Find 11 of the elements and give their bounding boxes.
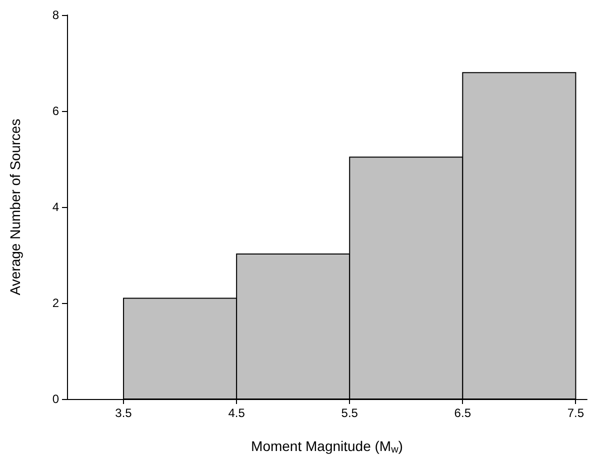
y-tick-label: 4	[52, 200, 60, 214]
x-tick-label: 4.5	[228, 406, 246, 420]
y-tick-label: 8	[52, 8, 60, 22]
x-tick-label: 6.5	[454, 406, 472, 420]
x-tick-label: 3.5	[115, 406, 132, 420]
y-tick-label: 0	[52, 392, 60, 406]
y-axis-title: Average Number of Sources	[7, 118, 23, 296]
y-tick-label: 2	[52, 296, 60, 310]
x-tick-label: 5.5	[341, 406, 358, 420]
y-tick-label: 6	[52, 104, 60, 118]
x-tick-label: 7.5	[567, 406, 584, 420]
